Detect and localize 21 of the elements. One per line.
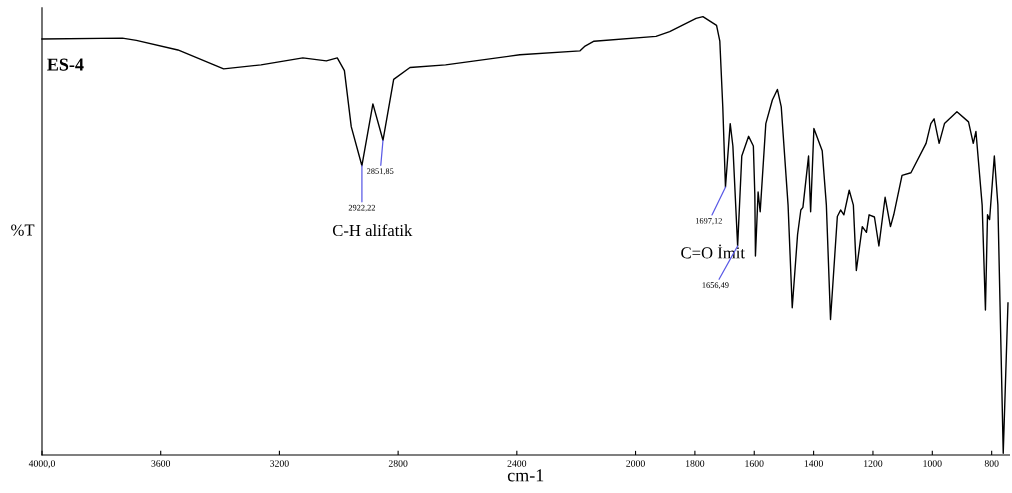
x-tick-label: 3200 xyxy=(270,460,289,467)
annotation: ES-4 xyxy=(47,58,84,71)
x-tick-label: 2000 xyxy=(626,460,645,467)
x-tick-label: 1600 xyxy=(745,460,764,467)
annotation: 2851,85 xyxy=(367,168,394,176)
y-axis-title: %T xyxy=(11,224,35,236)
x-axis-title: cm-1 xyxy=(507,469,544,482)
x-tick-label: 3600 xyxy=(151,460,171,467)
annotation: 1697,12 xyxy=(695,218,722,225)
x-tick-label: 4000,0 xyxy=(28,460,55,469)
annotation: 1656,49 xyxy=(702,282,729,290)
x-tick-label: 1000 xyxy=(923,460,942,467)
x-tick-label: 2800 xyxy=(388,460,408,467)
annotation: C=O İmit xyxy=(681,244,745,259)
x-tick-label: 1800 xyxy=(686,460,705,467)
x-tick-label: 1400 xyxy=(804,460,823,467)
x-tick-label: 2400 xyxy=(507,460,527,467)
x-tick-label: 800 xyxy=(984,460,999,467)
annotation: C-H alifatik xyxy=(332,224,413,237)
annotation: 2922,22 xyxy=(348,204,375,212)
x-tick-label: 1200 xyxy=(864,460,883,467)
